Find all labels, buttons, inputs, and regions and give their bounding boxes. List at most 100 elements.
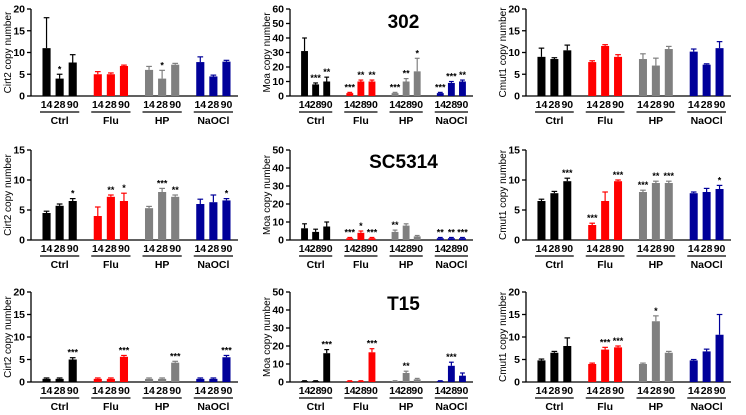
bar-naocl-90 — [715, 189, 724, 240]
bar-ctrl-28 — [312, 381, 320, 382]
x-tick-label: 28 — [599, 99, 611, 111]
bar-naocl-90 — [459, 375, 466, 382]
x-tick-label: 28 — [549, 99, 561, 111]
group-label: Flu — [597, 115, 613, 127]
significance-label: *** — [345, 82, 356, 92]
x-tick-label: 90 — [612, 99, 624, 111]
x-tick-label: 14 — [389, 385, 401, 397]
bar-ctrl-90 — [563, 346, 572, 382]
strain-title: 302 — [388, 12, 420, 33]
y-tick-label: 0 — [514, 377, 520, 389]
y-tick-label: 20 — [13, 287, 25, 299]
y-axis-title: Moa copy number — [262, 12, 273, 93]
y-axis-title: Cirt2 copy number — [3, 295, 14, 377]
bar-flu-90 — [614, 347, 623, 382]
x-tick-label: 90 — [561, 243, 573, 255]
group-label: Flu — [353, 401, 369, 413]
y-tick-label: 5 — [19, 354, 25, 366]
group-label: Ctrl — [51, 401, 69, 413]
x-tick-label: 28 — [400, 385, 412, 397]
x-tick-label: 90 — [169, 243, 181, 255]
bar-hp-90 — [664, 183, 673, 240]
x-tick-label: 28 — [208, 243, 220, 255]
chart-c302-moa: Moa copy number010203040506014***28**90*… — [262, 4, 473, 127]
bar-flu-28 — [601, 201, 610, 240]
bar-ctrl-90 — [563, 50, 572, 96]
significance-label: * — [122, 183, 126, 193]
group-label: NaOCl — [691, 115, 723, 127]
y-tick-label: 40 — [272, 305, 284, 317]
bar-hp-14 — [144, 69, 154, 96]
x-tick-label: 14 — [586, 99, 598, 111]
bar-flu-90 — [119, 201, 129, 240]
y-axis-title: Cmut1 copy number — [498, 149, 509, 240]
group-label: HP — [649, 401, 664, 413]
group-label: Flu — [353, 259, 369, 271]
x-tick-label: 90 — [366, 385, 378, 397]
x-tick-label: 28 — [54, 385, 66, 397]
significance-label: *** — [157, 178, 168, 188]
bar-hp-14 — [391, 93, 399, 96]
x-tick-label: 14 — [688, 99, 700, 111]
bar-hp-28 — [158, 192, 167, 240]
group-label: HP — [399, 259, 414, 271]
group-label: Flu — [103, 115, 119, 127]
y-tick-label: 0 — [278, 91, 284, 103]
bar-hp-28 — [402, 81, 410, 96]
x-tick-label: 14 — [434, 99, 446, 111]
bar-naocl-14 — [689, 51, 698, 96]
bar-naocl-14 — [436, 381, 444, 382]
significance-label: *** — [170, 351, 181, 361]
x-tick-label: 90 — [118, 385, 130, 397]
bar-flu-28 — [601, 349, 610, 382]
x-tick-label: 14 — [637, 243, 649, 255]
y-tick-label: 5 — [19, 205, 25, 217]
bar-naocl-14 — [689, 360, 698, 382]
bar-flu-90 — [368, 238, 376, 240]
bar-hp-28 — [158, 78, 167, 96]
bar-ctrl-90 — [323, 226, 331, 240]
y-tick-label: 20 — [13, 4, 25, 16]
bar-naocl-28 — [702, 192, 711, 240]
y-tick-label: 0 — [19, 377, 25, 389]
y-tick-label: 0 — [278, 377, 284, 389]
bar-flu-90 — [614, 56, 623, 96]
y-axis-title: Cirt2 copy number — [3, 153, 14, 235]
y-tick-label: 10 — [508, 47, 520, 59]
significance-label: * — [71, 189, 75, 199]
x-tick-label: 28 — [355, 99, 367, 111]
bar-hp-28 — [402, 225, 410, 240]
significance-label: ** — [448, 227, 456, 237]
x-tick-label: 14 — [586, 243, 598, 255]
y-axis-title: Cmut1 copy number — [498, 291, 509, 382]
x-tick-label: 28 — [446, 385, 458, 397]
group-label: HP — [399, 401, 414, 413]
bar-ctrl-14 — [301, 228, 308, 240]
bar-flu-14 — [588, 62, 597, 96]
significance-label: ** — [403, 361, 411, 371]
bar-ctrl-14 — [42, 213, 51, 240]
x-tick-label: 14 — [143, 385, 155, 397]
x-tick-label: 14 — [194, 243, 206, 255]
x-tick-label: 28 — [355, 385, 367, 397]
y-tick-label: 20 — [508, 4, 520, 16]
significance-label: *** — [310, 73, 321, 83]
bar-ctrl-28 — [550, 59, 559, 96]
significance-label: ** — [459, 70, 467, 80]
x-tick-label: 28 — [208, 99, 220, 111]
group-label: NaOCl — [435, 259, 467, 271]
group-label: NaOCl — [197, 401, 229, 413]
group-label: Ctrl — [51, 259, 69, 271]
y-tick-label: 60 — [272, 4, 284, 16]
x-tick-label: 28 — [446, 99, 458, 111]
x-tick-label: 14 — [586, 385, 598, 397]
significance-label: *** — [613, 170, 624, 180]
x-tick-label: 90 — [714, 385, 726, 397]
bar-ctrl-14 — [42, 378, 51, 382]
bar-hp-14 — [391, 231, 399, 240]
x-tick-label: 90 — [457, 99, 469, 111]
bar-hp-14 — [638, 59, 647, 96]
bar-flu-90 — [119, 356, 129, 382]
x-tick-label: 14 — [344, 243, 356, 255]
